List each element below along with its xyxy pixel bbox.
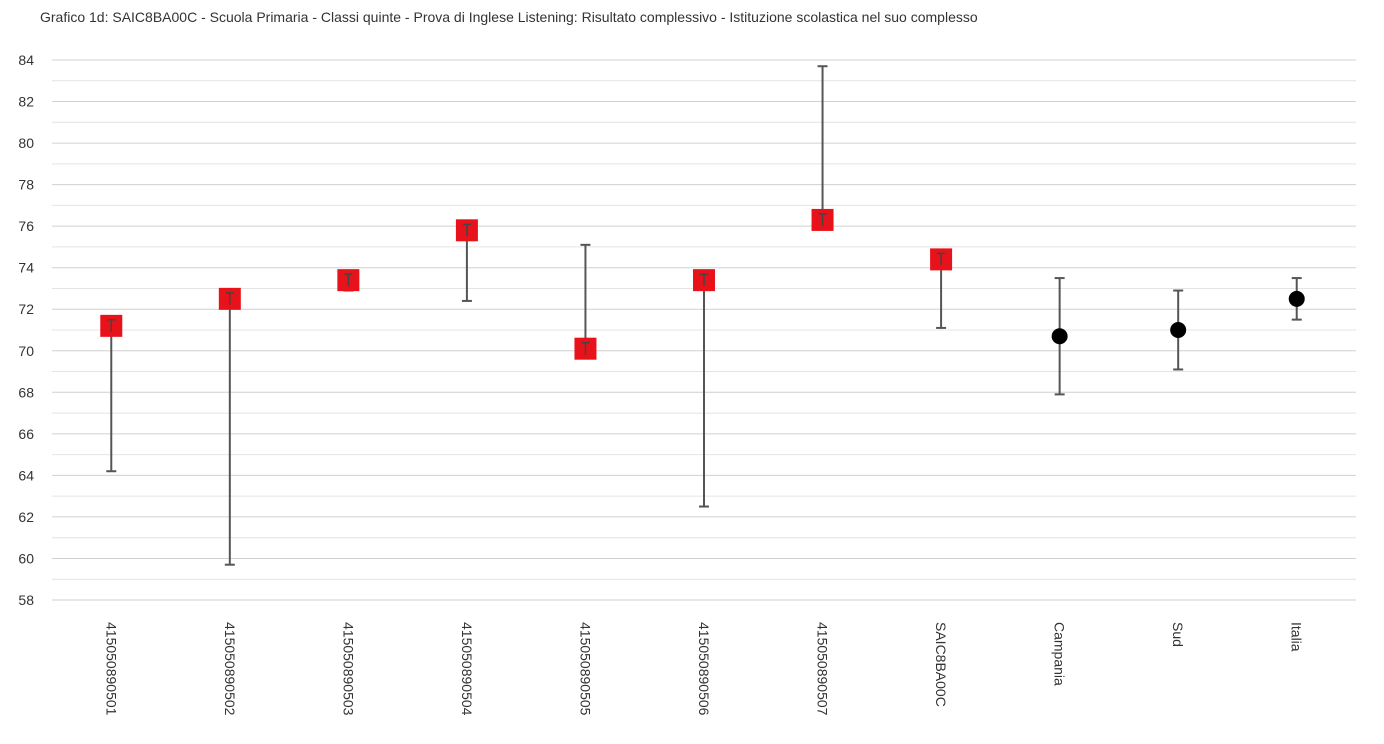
x-tick-label: 415050890503 bbox=[340, 622, 356, 716]
data-point-circle bbox=[1051, 328, 1068, 345]
y-tick-label: 64 bbox=[18, 467, 34, 483]
x-tick-label: 415050890504 bbox=[459, 622, 475, 716]
x-tick-label: 415050890505 bbox=[577, 622, 593, 716]
error-bar bbox=[106, 324, 117, 473]
chart-title: Grafico 1d: SAIC8BA00C - Scuola Primaria… bbox=[40, 9, 978, 25]
data-point-circle bbox=[1170, 322, 1187, 338]
y-tick-label: 74 bbox=[18, 260, 34, 276]
y-axis-tick-labels: 58 60 62 64 66 68 70 72 74 76 78 80 82 84 bbox=[18, 52, 34, 608]
error-bar bbox=[580, 243, 591, 350]
y-tick-label: 84 bbox=[18, 52, 34, 68]
x-tick-label: Sud bbox=[1170, 622, 1186, 647]
error-bars bbox=[106, 65, 1302, 566]
y-tick-label: 76 bbox=[18, 218, 34, 234]
y-tick-label: 62 bbox=[18, 509, 34, 525]
y-tick-label: 78 bbox=[18, 177, 34, 193]
x-tick-label: Italia bbox=[1289, 622, 1305, 652]
data-points bbox=[100, 208, 1305, 360]
y-tick-label: 66 bbox=[18, 426, 34, 442]
x-tick-label: 415050890502 bbox=[222, 622, 238, 716]
y-tick-label: 80 bbox=[18, 135, 34, 151]
x-tick-label: Campania bbox=[1052, 622, 1068, 686]
x-tick-label: 415050890501 bbox=[103, 622, 119, 716]
error-bar bbox=[224, 297, 235, 566]
y-tick-label: 68 bbox=[18, 384, 34, 400]
x-axis-tick-labels: 415050890501 415050890502 415050890503 4150… bbox=[103, 622, 1304, 716]
y-tick-label: 82 bbox=[18, 94, 34, 110]
x-tick-label: 415050890506 bbox=[696, 622, 712, 716]
x-tick-label: 415050890507 bbox=[815, 622, 831, 716]
y-tick-label: 70 bbox=[18, 343, 34, 359]
y-tick-label: 60 bbox=[18, 550, 34, 566]
y-tick-label: 58 bbox=[18, 592, 34, 608]
y-tick-label: 72 bbox=[18, 301, 34, 317]
error-bar bbox=[699, 279, 709, 508]
data-point-circle bbox=[1288, 290, 1305, 307]
x-tick-label: SAIC8BA00C bbox=[933, 622, 949, 707]
